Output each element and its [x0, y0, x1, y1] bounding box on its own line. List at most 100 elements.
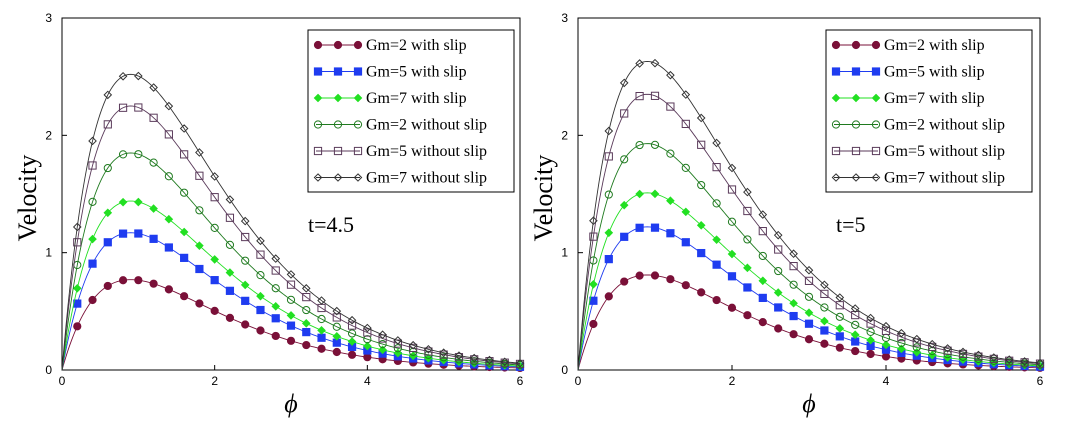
marker — [712, 295, 721, 305]
marker — [774, 245, 783, 254]
marker — [589, 296, 598, 305]
marker — [804, 335, 814, 344]
marker — [149, 113, 158, 122]
marker — [635, 271, 644, 280]
marker — [225, 240, 235, 249]
marker — [831, 40, 841, 50]
marker — [820, 339, 829, 348]
marker — [317, 326, 326, 335]
marker — [650, 189, 660, 199]
marker — [943, 346, 952, 355]
marker — [313, 93, 323, 103]
legend-item: Gm=5 without slip — [313, 143, 487, 160]
marker — [88, 136, 97, 146]
marker — [286, 280, 296, 289]
legend-label: Gm=7 without slip — [366, 170, 487, 187]
marker — [712, 260, 721, 269]
marker — [635, 92, 644, 101]
marker — [697, 140, 706, 149]
marker — [871, 40, 881, 50]
x-tick-label: 2 — [729, 374, 736, 388]
marker — [831, 93, 841, 103]
marker — [835, 332, 844, 341]
marker — [179, 227, 189, 237]
marker — [727, 217, 737, 226]
marker — [363, 353, 372, 362]
marker — [301, 284, 311, 293]
marker — [225, 195, 235, 204]
marker — [256, 250, 265, 259]
legend-item: Gm=2 with slip — [831, 37, 985, 54]
marker — [286, 321, 296, 330]
marker — [620, 277, 629, 286]
marker — [313, 67, 323, 76]
marker — [353, 173, 363, 182]
marker — [881, 326, 891, 335]
marker — [363, 335, 372, 344]
legend-label: Gm=2 without slip — [366, 117, 487, 134]
legend-label: Gm=5 without slip — [366, 143, 487, 160]
marker — [180, 253, 189, 262]
marker — [439, 348, 448, 358]
marker — [164, 130, 173, 139]
marker — [619, 78, 629, 88]
marker — [881, 321, 891, 331]
marker — [774, 266, 783, 276]
marker — [424, 344, 433, 354]
marker — [454, 351, 464, 360]
x-axis-label: ϕ — [284, 389, 297, 418]
legend-label: Gm=5 with slip — [366, 64, 467, 81]
marker — [500, 358, 509, 367]
marker — [1020, 357, 1029, 366]
marker — [758, 318, 767, 327]
marker — [240, 216, 250, 226]
marker — [897, 328, 906, 338]
marker — [871, 67, 881, 76]
marker — [313, 40, 323, 50]
series-5 — [61, 103, 525, 371]
marker — [88, 295, 97, 305]
marker — [195, 264, 204, 274]
marker — [666, 275, 675, 284]
marker — [666, 196, 675, 206]
marker — [820, 280, 829, 290]
marker — [589, 319, 598, 329]
marker — [210, 255, 219, 264]
marker — [743, 187, 752, 197]
marker — [758, 227, 767, 236]
marker — [758, 210, 768, 219]
series-line — [61, 105, 521, 371]
marker — [635, 223, 644, 232]
marker — [650, 271, 660, 280]
marker — [103, 208, 113, 218]
x-tick-label: 0 — [575, 374, 582, 388]
marker — [485, 357, 494, 366]
plot-frame — [61, 17, 521, 371]
marker — [378, 330, 387, 340]
marker — [353, 120, 363, 129]
marker — [712, 235, 721, 244]
marker — [333, 146, 343, 156]
marker — [332, 313, 341, 322]
marker — [332, 347, 341, 357]
legend-label: Gm=5 without slip — [884, 143, 1005, 160]
marker — [851, 173, 861, 182]
marker — [210, 223, 219, 233]
marker — [589, 216, 598, 226]
marker — [347, 321, 357, 330]
marker — [302, 305, 311, 315]
marker — [210, 193, 219, 202]
marker — [241, 320, 250, 329]
marker — [210, 306, 219, 315]
marker — [225, 313, 235, 323]
marker — [286, 295, 296, 304]
marker — [871, 120, 881, 129]
marker — [804, 265, 814, 275]
marker — [333, 120, 343, 129]
marker — [1005, 356, 1014, 365]
marker — [347, 350, 357, 359]
marker — [835, 343, 844, 352]
marker — [286, 311, 296, 320]
marker — [635, 59, 644, 68]
